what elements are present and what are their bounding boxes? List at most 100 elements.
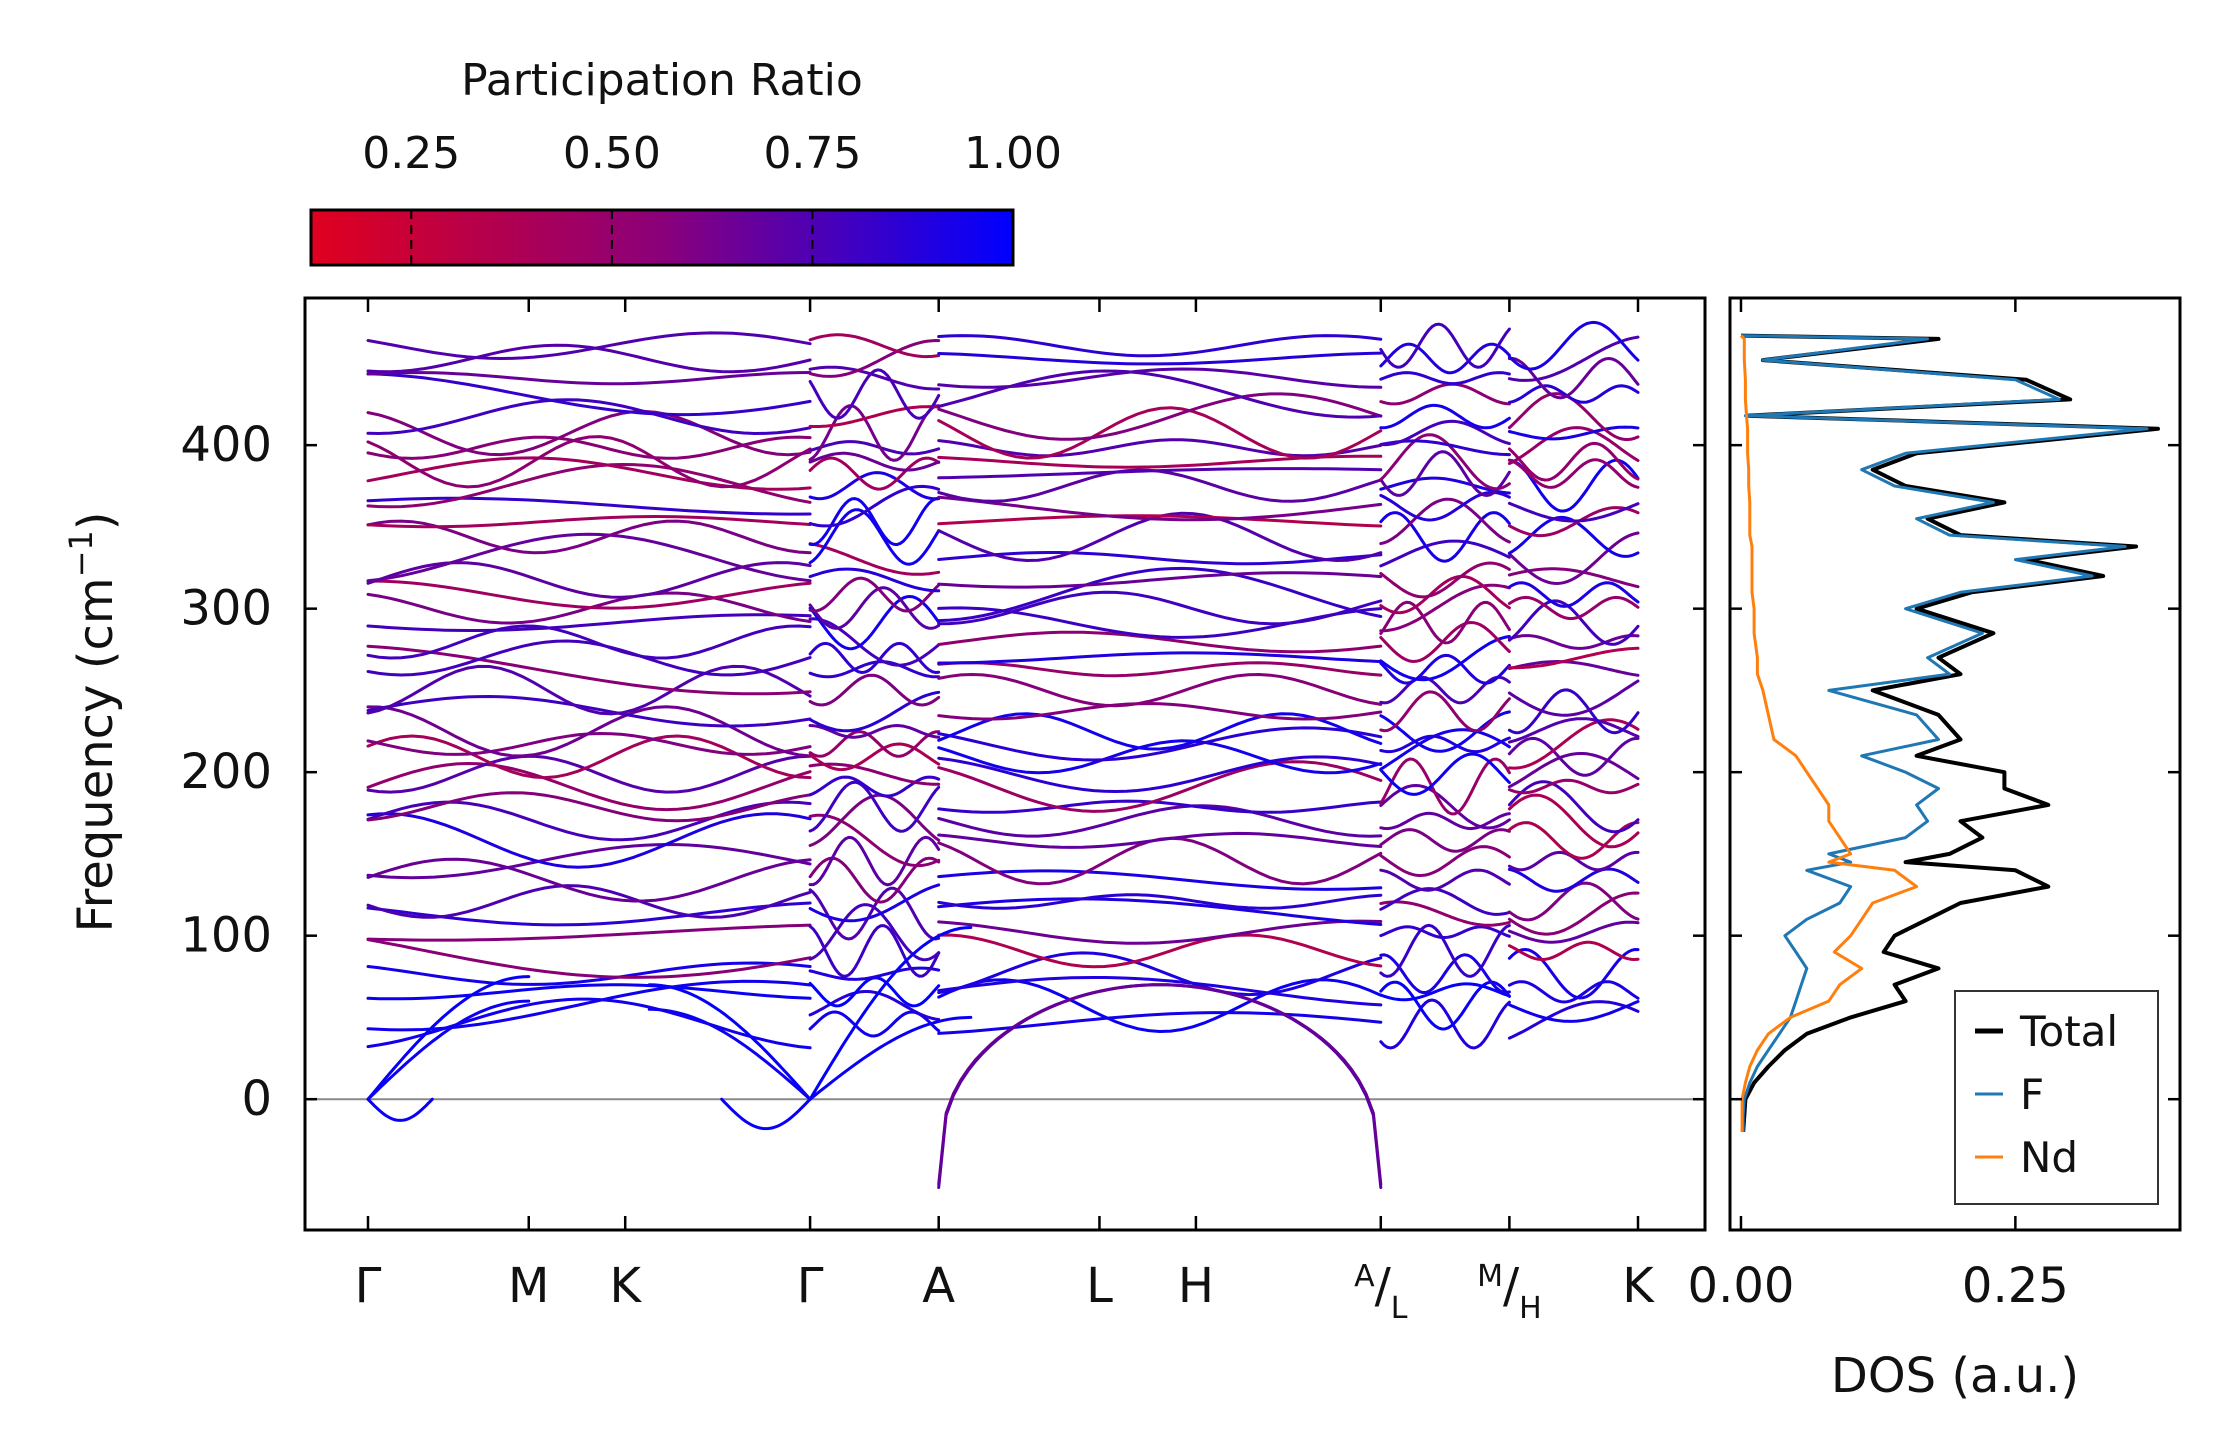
phonon-band xyxy=(808,730,941,758)
phonon-band xyxy=(808,742,941,772)
phonon-band xyxy=(937,334,1383,358)
phonon-band xyxy=(366,884,812,919)
phonon-band xyxy=(1507,980,1640,1004)
phonon-band xyxy=(1507,458,1640,489)
phonon-band xyxy=(1507,881,1640,922)
phonon-band xyxy=(366,857,812,903)
phonon-band xyxy=(1379,690,1511,733)
phonon-band xyxy=(647,983,812,1101)
colorbar-tick-label: 0.25 xyxy=(362,128,460,179)
phonon-band xyxy=(366,456,812,491)
phonon-band xyxy=(1507,1000,1640,1023)
phonon-band xyxy=(1507,320,1640,371)
ylabel-text: Frequency (cm xyxy=(68,577,124,932)
phonon-band xyxy=(808,966,941,981)
phonon-band xyxy=(937,392,1383,441)
phonon-band xyxy=(808,775,941,798)
phonon-band xyxy=(366,923,812,942)
phonon-band xyxy=(1379,342,1511,375)
dos-x-tick-label: 0.25 xyxy=(1962,1258,2069,1314)
phonon-band xyxy=(366,496,812,516)
phonon-band xyxy=(1379,450,1511,498)
phonon-band xyxy=(1379,403,1511,430)
phonon-band xyxy=(808,451,941,472)
phonon-band xyxy=(366,664,812,716)
phonon-band xyxy=(937,566,1383,623)
phonon-band xyxy=(366,462,812,509)
phonon-band xyxy=(1379,998,1511,1050)
phonon-band xyxy=(366,705,812,758)
phonon-band xyxy=(366,343,812,374)
phonon-band xyxy=(808,365,941,391)
phonon-band xyxy=(937,933,1383,969)
phonon-band xyxy=(366,624,812,660)
band-y-ticks: 0 100 200 300 400 xyxy=(180,417,1705,1127)
phonon-band xyxy=(366,435,812,460)
legend-frame xyxy=(1954,990,2159,1205)
phonon-band xyxy=(1379,752,1511,796)
phonon-band xyxy=(1507,940,1640,962)
phonon-band xyxy=(1379,900,1511,927)
dos-axes-frame xyxy=(1728,296,2182,1232)
phonon-band xyxy=(366,514,812,529)
phonon-band xyxy=(1379,600,1511,645)
phonon-band xyxy=(1379,620,1511,664)
phonon-band xyxy=(808,1010,941,1038)
phonon-band xyxy=(937,406,1383,460)
phonon-band xyxy=(1379,734,1511,754)
phonon-band xyxy=(937,351,1383,366)
phonon-band xyxy=(937,701,1383,721)
phonon-band xyxy=(1379,511,1511,563)
phonon-band xyxy=(1379,635,1511,682)
phonon-band xyxy=(808,333,941,359)
phonon-band xyxy=(808,886,941,941)
dos-curves xyxy=(1739,333,2160,1133)
phonon-band xyxy=(366,842,812,880)
kpoint-label: M xyxy=(508,1258,549,1314)
phonon-band xyxy=(366,435,812,489)
phonon-band xyxy=(937,590,1383,626)
phonon-band xyxy=(1507,595,1640,621)
phonon-band xyxy=(366,754,812,794)
phonon-band xyxy=(1379,322,1511,369)
phonon-band xyxy=(808,762,941,786)
phonon-band xyxy=(1507,567,1640,589)
band-y-tick-label: 100 xyxy=(180,908,272,964)
phonon-band xyxy=(1379,728,1511,771)
phonon-band xyxy=(808,368,941,420)
phonon-band xyxy=(1379,653,1511,685)
band-y-tick-label: 400 xyxy=(180,417,272,473)
phonon-band xyxy=(366,532,812,583)
phonon-band xyxy=(937,893,1383,910)
phonon-band xyxy=(808,673,941,707)
kpoint-label: Γ xyxy=(797,1258,824,1314)
phonon-band xyxy=(366,1097,434,1122)
phonon-band xyxy=(808,542,941,576)
phonon-band xyxy=(808,405,941,428)
phonon-band xyxy=(1507,821,1640,860)
phonon-band xyxy=(366,579,812,610)
phonon-band xyxy=(808,813,941,868)
colorbar-ticks: 0.25 0.50 0.75 1.00 xyxy=(362,128,1062,265)
phonon-band xyxy=(937,976,1383,1007)
phonon-band xyxy=(1507,646,1640,670)
phonon-band xyxy=(937,467,1383,480)
phonon-band xyxy=(937,651,1383,665)
dos-ticks: 0.00 0.25 xyxy=(1688,298,2180,1314)
phonon-band xyxy=(937,495,1383,522)
phonon-band xyxy=(1379,925,1511,939)
phonon-band xyxy=(808,690,941,733)
phonon-band xyxy=(1379,845,1511,878)
phonon-band xyxy=(1507,458,1640,513)
phonon-band xyxy=(937,869,1383,891)
phonon-band xyxy=(1507,736,1640,777)
phonon-band xyxy=(1507,752,1640,789)
phonon-bands xyxy=(366,320,1640,1189)
phonon-band xyxy=(937,983,1383,1186)
phonon-band xyxy=(937,726,1383,762)
phonon-band xyxy=(808,835,941,887)
phonon-band xyxy=(1379,382,1511,406)
kpoint-label: Γ xyxy=(355,1258,382,1314)
phonon-band xyxy=(1507,659,1640,677)
colorbar-gradient xyxy=(309,208,1015,267)
